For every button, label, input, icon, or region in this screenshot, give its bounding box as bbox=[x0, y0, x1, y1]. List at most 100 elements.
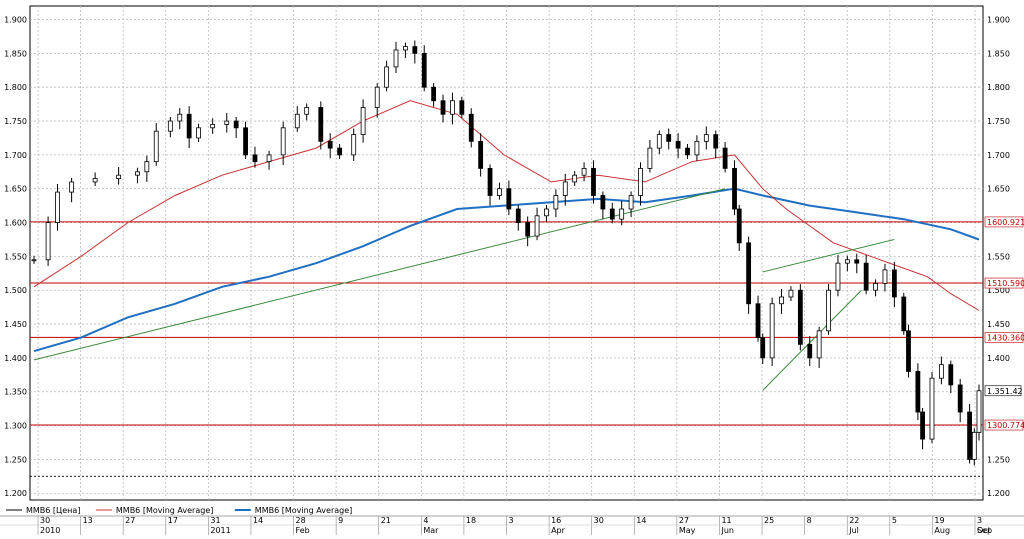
y-tick-label-left: 1.350 bbox=[4, 388, 27, 397]
y-tick-label-left: 1.600 bbox=[4, 219, 27, 228]
x-day-label: 4 bbox=[423, 516, 428, 525]
y-tick-label-left: 1.850 bbox=[4, 49, 27, 58]
x-month-label: Apr bbox=[551, 526, 566, 535]
candle-body bbox=[31, 259, 37, 262]
y-tick-label-left: 1.750 bbox=[4, 117, 27, 126]
candle-body bbox=[351, 134, 357, 156]
candle-body bbox=[619, 208, 625, 220]
y-tick-label-right: 1.250 bbox=[987, 455, 1010, 464]
candle-body bbox=[55, 191, 60, 223]
y-tick-label-right: 1.450 bbox=[987, 320, 1010, 329]
candle-body bbox=[746, 242, 752, 305]
y-tick-label-left: 1.200 bbox=[4, 489, 27, 498]
candle-body bbox=[788, 289, 794, 298]
x-month-label: Jun bbox=[720, 526, 734, 535]
y-tick-label-left: 1.800 bbox=[4, 83, 27, 92]
level-label-box bbox=[984, 277, 1024, 289]
candle-body bbox=[92, 178, 98, 183]
y-tick-label-left: 1.550 bbox=[4, 252, 27, 261]
x-day-label: 30 bbox=[594, 516, 604, 525]
candle-body bbox=[736, 208, 742, 244]
candle-body bbox=[628, 195, 634, 210]
level-label-box bbox=[984, 216, 1024, 228]
candle-body bbox=[497, 188, 502, 196]
x-day-label: 14 bbox=[253, 516, 263, 525]
candle-body bbox=[685, 147, 690, 156]
candle-body bbox=[337, 147, 342, 156]
y-tick-label-left: 1.450 bbox=[4, 320, 27, 329]
x-day-label: 8 bbox=[807, 516, 812, 525]
x-month-label: Feb bbox=[296, 526, 310, 535]
candle-body bbox=[920, 411, 925, 440]
last-price-box bbox=[984, 385, 1022, 397]
candle-body bbox=[694, 140, 700, 156]
level-label-box bbox=[984, 332, 1024, 343]
candle-body bbox=[525, 222, 531, 237]
candle-body bbox=[506, 188, 512, 210]
candle-body bbox=[967, 411, 972, 460]
candle-body bbox=[609, 208, 615, 220]
x-day-label: 31 bbox=[210, 516, 220, 525]
y-tick-label-right: 1.700 bbox=[987, 151, 1010, 160]
ma-short-line bbox=[33, 100, 980, 311]
candle-body bbox=[135, 171, 140, 176]
candle-body bbox=[591, 168, 596, 196]
candle-body bbox=[732, 168, 737, 210]
y-tick-label-right: 1.750 bbox=[987, 117, 1010, 126]
level-label: 1510.5904 bbox=[987, 279, 1024, 288]
candle-body bbox=[873, 283, 878, 291]
candle-body bbox=[412, 46, 418, 54]
candle-body bbox=[553, 195, 559, 210]
level-label: 1600.9212 bbox=[987, 218, 1024, 227]
candle-body bbox=[243, 127, 248, 156]
level-label: 1430.3608 bbox=[987, 333, 1024, 342]
candle-body bbox=[431, 86, 437, 102]
candle-body bbox=[906, 330, 911, 372]
candle-body bbox=[722, 147, 728, 169]
candle-body bbox=[403, 46, 408, 51]
ma-long-line bbox=[33, 187, 980, 353]
candle-body bbox=[393, 49, 399, 68]
candle-body bbox=[459, 100, 465, 115]
candle-body bbox=[478, 140, 484, 169]
x-day-label: 21 bbox=[381, 516, 391, 525]
x-month-label: Oct bbox=[977, 526, 991, 535]
candle-body bbox=[450, 100, 455, 115]
y-tick-label-right: 1.650 bbox=[987, 185, 1010, 194]
trendline bbox=[762, 289, 862, 391]
candle-body bbox=[581, 168, 587, 176]
candle-body bbox=[562, 181, 568, 196]
candle-body bbox=[116, 174, 122, 179]
x-day-label: 30 bbox=[40, 516, 50, 525]
x-day-label: 19 bbox=[934, 516, 944, 525]
candle-body bbox=[863, 262, 869, 291]
y-tick-label-right: 1.200 bbox=[987, 489, 1010, 498]
candle-body bbox=[826, 289, 831, 332]
y-tick-label-right: 1.550 bbox=[987, 252, 1010, 261]
candle-body bbox=[196, 127, 201, 139]
candle-body bbox=[544, 208, 549, 217]
candle-body bbox=[675, 140, 681, 149]
candle-body bbox=[948, 364, 954, 386]
x-day-label: 11 bbox=[721, 516, 731, 525]
x-day-label: 25 bbox=[764, 516, 774, 525]
candle-body bbox=[153, 130, 159, 163]
candle-body bbox=[210, 124, 216, 129]
candle-body bbox=[144, 161, 150, 173]
candle-body bbox=[318, 107, 324, 142]
candle-body bbox=[266, 154, 272, 163]
candle-body bbox=[294, 113, 300, 129]
x-day-label: 18 bbox=[466, 516, 476, 525]
candle-body bbox=[854, 259, 860, 264]
candle-body bbox=[440, 100, 446, 115]
candle-body bbox=[69, 181, 75, 193]
candle-body bbox=[656, 134, 662, 149]
candle-body bbox=[384, 66, 390, 88]
x-day-label: 16 bbox=[551, 516, 561, 525]
x-month-label: Mar bbox=[423, 526, 439, 535]
candle-body bbox=[421, 52, 427, 88]
candle-body bbox=[891, 269, 897, 298]
candle-body bbox=[45, 222, 51, 261]
